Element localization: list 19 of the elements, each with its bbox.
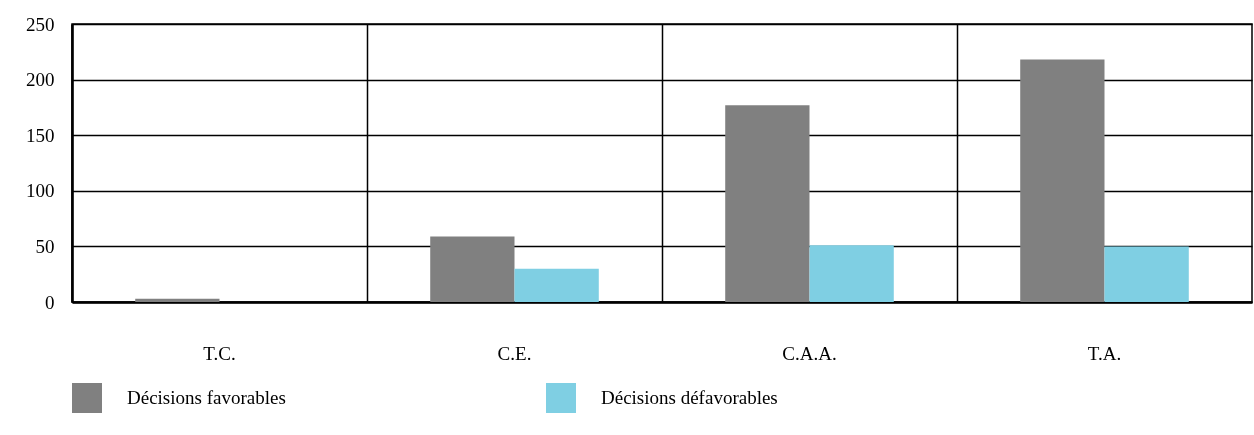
bar — [514, 268, 599, 302]
bar — [1020, 59, 1105, 302]
legend-label: Décisions défavorables — [601, 387, 778, 408]
y-tick-label: 50 — [35, 235, 55, 257]
y-tick-label: 150 — [26, 124, 55, 146]
x-tick-label: C.A.A. — [782, 342, 837, 364]
legend-label: Décisions favorables — [127, 387, 286, 408]
bar — [1104, 246, 1189, 302]
y-tick-label: 100 — [26, 180, 55, 202]
x-tick-label: T.C. — [203, 342, 236, 364]
y-tick-label: 0 — [45, 291, 55, 313]
bar — [135, 298, 220, 302]
bar — [725, 105, 810, 302]
x-tick-label: C.E. — [497, 342, 532, 364]
y-tick-label: 250 — [26, 13, 55, 35]
y-tick-label: 200 — [26, 69, 55, 91]
x-tick-label: T.A. — [1087, 342, 1122, 364]
bar — [809, 245, 894, 302]
bar — [430, 236, 515, 302]
